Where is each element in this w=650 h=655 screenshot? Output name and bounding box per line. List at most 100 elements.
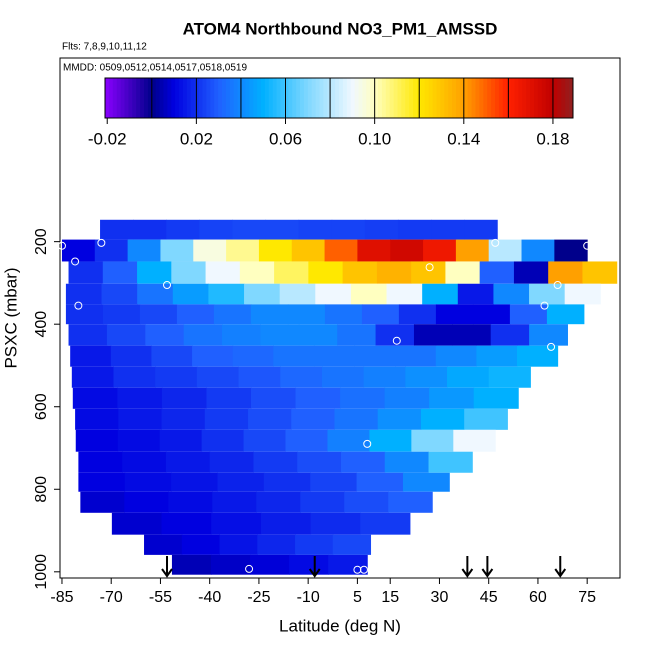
x-tick-label: 30	[431, 589, 449, 606]
colorbar-swatch	[561, 78, 566, 118]
heat-cell	[363, 366, 406, 388]
heat-cell	[464, 219, 498, 240]
colorbar-swatch	[155, 78, 161, 118]
x-axis-title: Latitude (deg N)	[279, 616, 401, 635]
colorbar-swatch	[140, 78, 145, 118]
heat-cell	[308, 261, 344, 284]
heat-cell	[171, 261, 207, 284]
plot-frame	[59, 57, 621, 579]
colorbar-swatch	[288, 78, 293, 118]
colorbar-swatch	[296, 78, 301, 118]
colorbar-swatch	[151, 78, 157, 118]
heat-cell	[243, 429, 287, 452]
heat-cell	[171, 472, 218, 492]
colorbar-swatch	[491, 78, 496, 118]
colorbar-swatch	[545, 78, 551, 118]
heat-cell	[356, 472, 404, 492]
colorbar-swatch	[331, 78, 336, 118]
heat-cell	[447, 366, 490, 388]
heat-cell	[315, 283, 352, 305]
heat-cell	[344, 491, 389, 513]
heat-cell	[232, 219, 267, 240]
colorbar-swatch	[257, 78, 262, 118]
colorbar-swatch	[534, 78, 539, 118]
heat-cell	[310, 512, 361, 535]
colorbar-swatch	[526, 78, 531, 118]
colorbar-swatch	[335, 78, 340, 118]
heat-cell	[65, 304, 104, 325]
heat-cell	[101, 283, 138, 305]
heat-cell	[124, 472, 172, 492]
heat-cell	[201, 429, 245, 452]
colorbar-swatch	[311, 78, 317, 118]
heat-cell	[473, 387, 519, 409]
heat-cell	[199, 219, 233, 240]
heat-cell	[513, 261, 549, 284]
colorbar-swatch	[557, 78, 562, 118]
data-point	[491, 238, 500, 247]
colorbar-swatch	[198, 78, 203, 118]
heat-cell	[250, 304, 289, 325]
colorbar-swatch	[144, 78, 149, 118]
colorbar-swatch	[280, 78, 285, 118]
heat-cell	[388, 491, 433, 513]
annotation: MMDD: 0509,0512,0514,0517,0518,0519	[63, 63, 247, 74]
heat-cell	[479, 261, 515, 284]
heat-cell	[350, 283, 388, 305]
chart-title: ATOM4 Northbound NO3_PM1_AMSSD	[183, 19, 498, 38]
colorbar-swatch	[448, 78, 453, 118]
colorbar-swatch	[319, 78, 324, 118]
data-point	[97, 238, 106, 247]
x-tick-label: 45	[480, 589, 498, 606]
heat-cell	[428, 451, 473, 473]
heat-cell	[78, 451, 123, 473]
colorbar-swatch	[323, 78, 328, 118]
data-point	[57, 241, 66, 250]
colorbar-swatch	[163, 78, 168, 118]
arrow	[161, 556, 173, 578]
colorbar-swatch	[549, 78, 554, 118]
colorbar-swatch	[315, 78, 320, 118]
heat-cell	[155, 366, 198, 388]
heat-cell	[377, 408, 422, 430]
colorbar-swatch	[194, 78, 200, 118]
colorbar-swatch	[514, 78, 519, 118]
colorbar-swatch	[428, 78, 434, 118]
colorbar-swatch	[452, 78, 457, 118]
colorbar-swatch	[354, 78, 359, 118]
heat-cell	[435, 345, 477, 367]
colorbar-swatch	[565, 78, 570, 118]
heat-cell	[145, 324, 185, 346]
colorbar-swatch	[210, 78, 215, 118]
heat-cell	[360, 512, 411, 535]
heat-cell	[295, 387, 341, 409]
heat-cell	[193, 239, 227, 262]
colorbar-swatch	[120, 78, 125, 118]
colorbar-swatch	[268, 78, 274, 118]
heat-cell	[411, 429, 454, 452]
heat-cell	[285, 429, 328, 452]
colorbar-swatch	[237, 78, 242, 118]
heat-cell	[509, 304, 548, 325]
heat-cell	[546, 304, 585, 325]
heat-cell	[248, 408, 292, 430]
heat-cell	[313, 345, 356, 367]
colorbar-swatch	[132, 78, 137, 118]
colorbar-swatch	[190, 78, 196, 118]
heat-cell	[445, 261, 481, 284]
colorbar-swatch	[147, 78, 153, 118]
heat-cell	[260, 324, 300, 346]
heat-cell	[361, 304, 400, 325]
heat-cell	[111, 512, 163, 535]
heat-cell	[244, 283, 281, 305]
heat-cell	[517, 345, 559, 367]
subtitle: Flts: 7,8,9,10,11,12	[62, 42, 147, 53]
data-point	[540, 301, 549, 310]
arrow	[308, 556, 321, 578]
heat-cell	[342, 261, 378, 284]
colorbar-swatch	[537, 78, 543, 118]
heat-cell	[250, 387, 297, 409]
heat-cell	[110, 345, 152, 367]
heat-cell	[102, 261, 138, 284]
heat-cell	[398, 304, 437, 325]
